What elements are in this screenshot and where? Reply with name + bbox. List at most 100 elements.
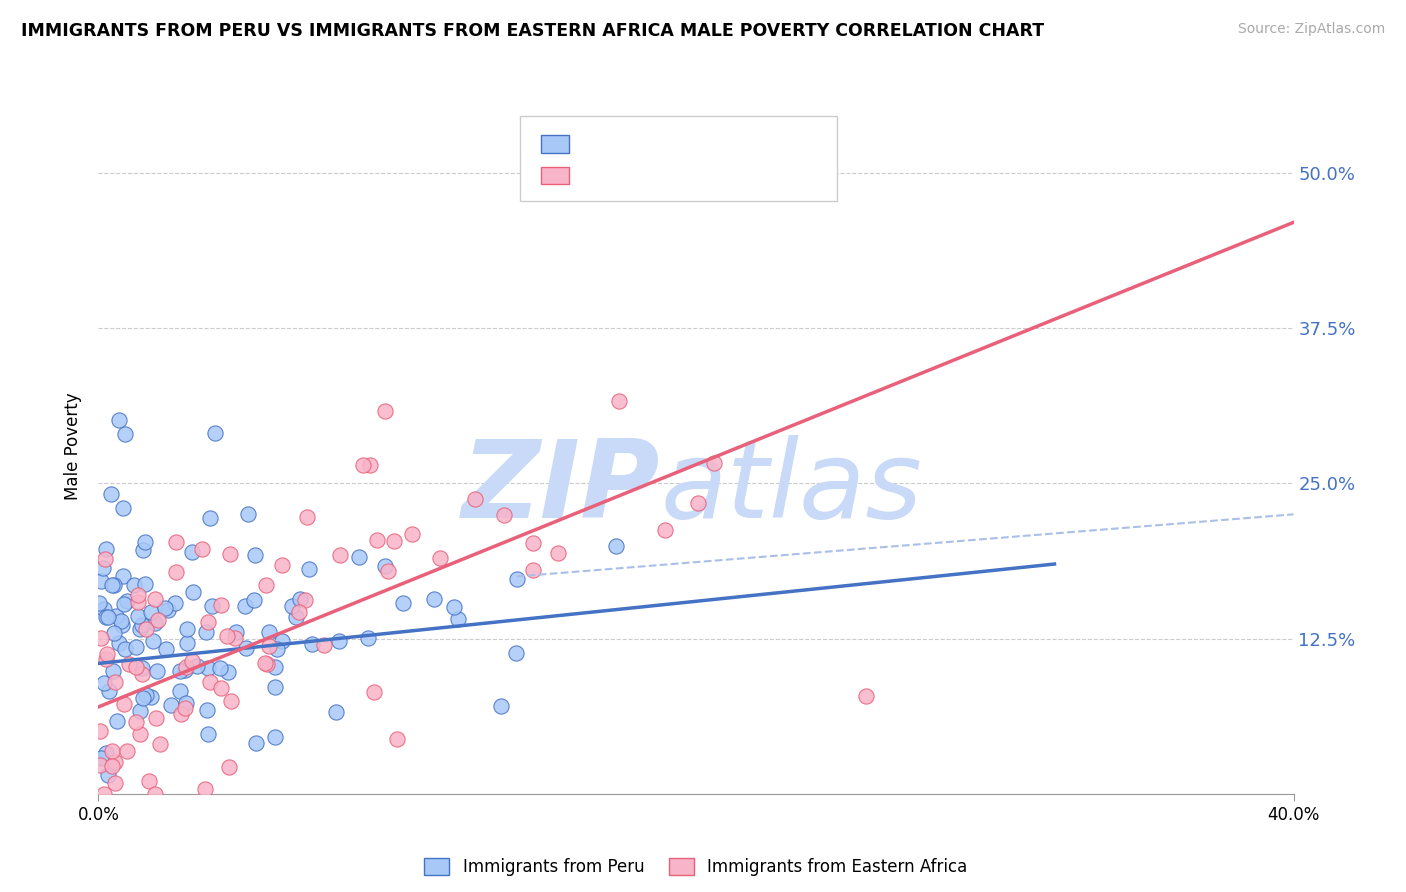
Point	[146, 665, 169, 679]
Point	[374, 559, 396, 574]
Point	[429, 550, 451, 565]
Point	[160, 698, 183, 713]
Text: 100: 100	[724, 131, 759, 149]
Point	[301, 637, 323, 651]
Point	[290, 591, 312, 606]
Point	[217, 665, 239, 680]
Point	[96, 610, 118, 624]
Point	[132, 690, 155, 705]
Point	[115, 594, 138, 608]
Point	[117, 657, 139, 671]
Point	[295, 510, 318, 524]
Point	[90, 751, 112, 765]
Point	[103, 675, 125, 690]
Point	[209, 681, 232, 695]
Point	[605, 539, 627, 553]
Point	[101, 664, 124, 678]
Point	[111, 618, 134, 632]
Point	[505, 646, 527, 660]
Point	[259, 624, 281, 639]
Point	[363, 685, 385, 699]
Point	[101, 758, 124, 772]
Y-axis label: Male Poverty: Male Poverty	[65, 392, 83, 500]
Point	[263, 730, 285, 744]
Point	[174, 697, 197, 711]
Point	[128, 704, 150, 718]
Point	[114, 642, 136, 657]
Point	[100, 744, 122, 758]
Point	[122, 578, 145, 592]
Point	[243, 548, 266, 562]
Point	[105, 714, 128, 728]
Point	[141, 605, 163, 619]
Point	[654, 523, 676, 537]
Point	[135, 688, 157, 702]
Point	[93, 602, 115, 616]
Point	[87, 596, 110, 610]
Point	[197, 727, 219, 741]
Point	[104, 775, 127, 789]
Point	[347, 549, 370, 564]
Text: IMMIGRANTS FROM PERU VS IMMIGRANTS FROM EASTERN AFRICA MALE POVERTY CORRELATION : IMMIGRANTS FROM PERU VS IMMIGRANTS FROM …	[21, 22, 1045, 40]
Point	[134, 577, 156, 591]
Point	[256, 657, 278, 671]
Point	[204, 426, 226, 441]
Point	[135, 622, 157, 636]
Point	[131, 661, 153, 675]
Point	[132, 543, 155, 558]
Point	[245, 736, 267, 750]
Point	[141, 690, 163, 704]
Text: R =: R =	[581, 162, 617, 180]
Point	[281, 599, 304, 613]
Point	[145, 787, 167, 801]
Point	[101, 578, 124, 592]
Point	[100, 486, 122, 500]
Text: atlas: atlas	[661, 435, 922, 541]
Point	[94, 552, 117, 566]
Point	[153, 600, 176, 615]
Point	[271, 633, 294, 648]
Point	[127, 594, 149, 608]
Point	[384, 534, 406, 549]
Point	[128, 622, 150, 636]
Point	[96, 747, 118, 761]
Point	[97, 767, 120, 781]
Point	[111, 500, 134, 515]
Point	[686, 496, 709, 510]
Point	[111, 569, 134, 583]
Point	[329, 548, 352, 562]
Point	[208, 661, 231, 675]
Point	[89, 757, 111, 772]
Point	[97, 610, 120, 624]
Point	[703, 457, 725, 471]
Point	[522, 536, 544, 550]
Point	[243, 593, 266, 607]
Point	[366, 533, 388, 547]
Point	[181, 544, 204, 558]
Point	[494, 508, 516, 522]
Point	[107, 412, 129, 426]
Point	[138, 773, 160, 788]
Point	[359, 458, 381, 473]
Point	[96, 647, 118, 661]
Point	[125, 640, 148, 655]
Point	[284, 610, 307, 624]
Point	[215, 629, 238, 643]
Point	[314, 638, 336, 652]
Point	[110, 614, 132, 628]
Point	[103, 626, 125, 640]
Point	[131, 667, 153, 681]
Point	[522, 563, 544, 577]
Point	[125, 714, 148, 729]
Point	[325, 706, 347, 720]
Point	[93, 787, 115, 801]
Point	[165, 535, 187, 549]
Point	[328, 634, 350, 648]
Text: R =: R =	[581, 131, 617, 149]
Point	[103, 578, 125, 592]
Point	[93, 676, 115, 690]
Point	[401, 527, 423, 541]
Point	[506, 572, 529, 586]
Text: Source: ZipAtlas.com: Source: ZipAtlas.com	[1237, 22, 1385, 37]
Point	[254, 578, 277, 592]
